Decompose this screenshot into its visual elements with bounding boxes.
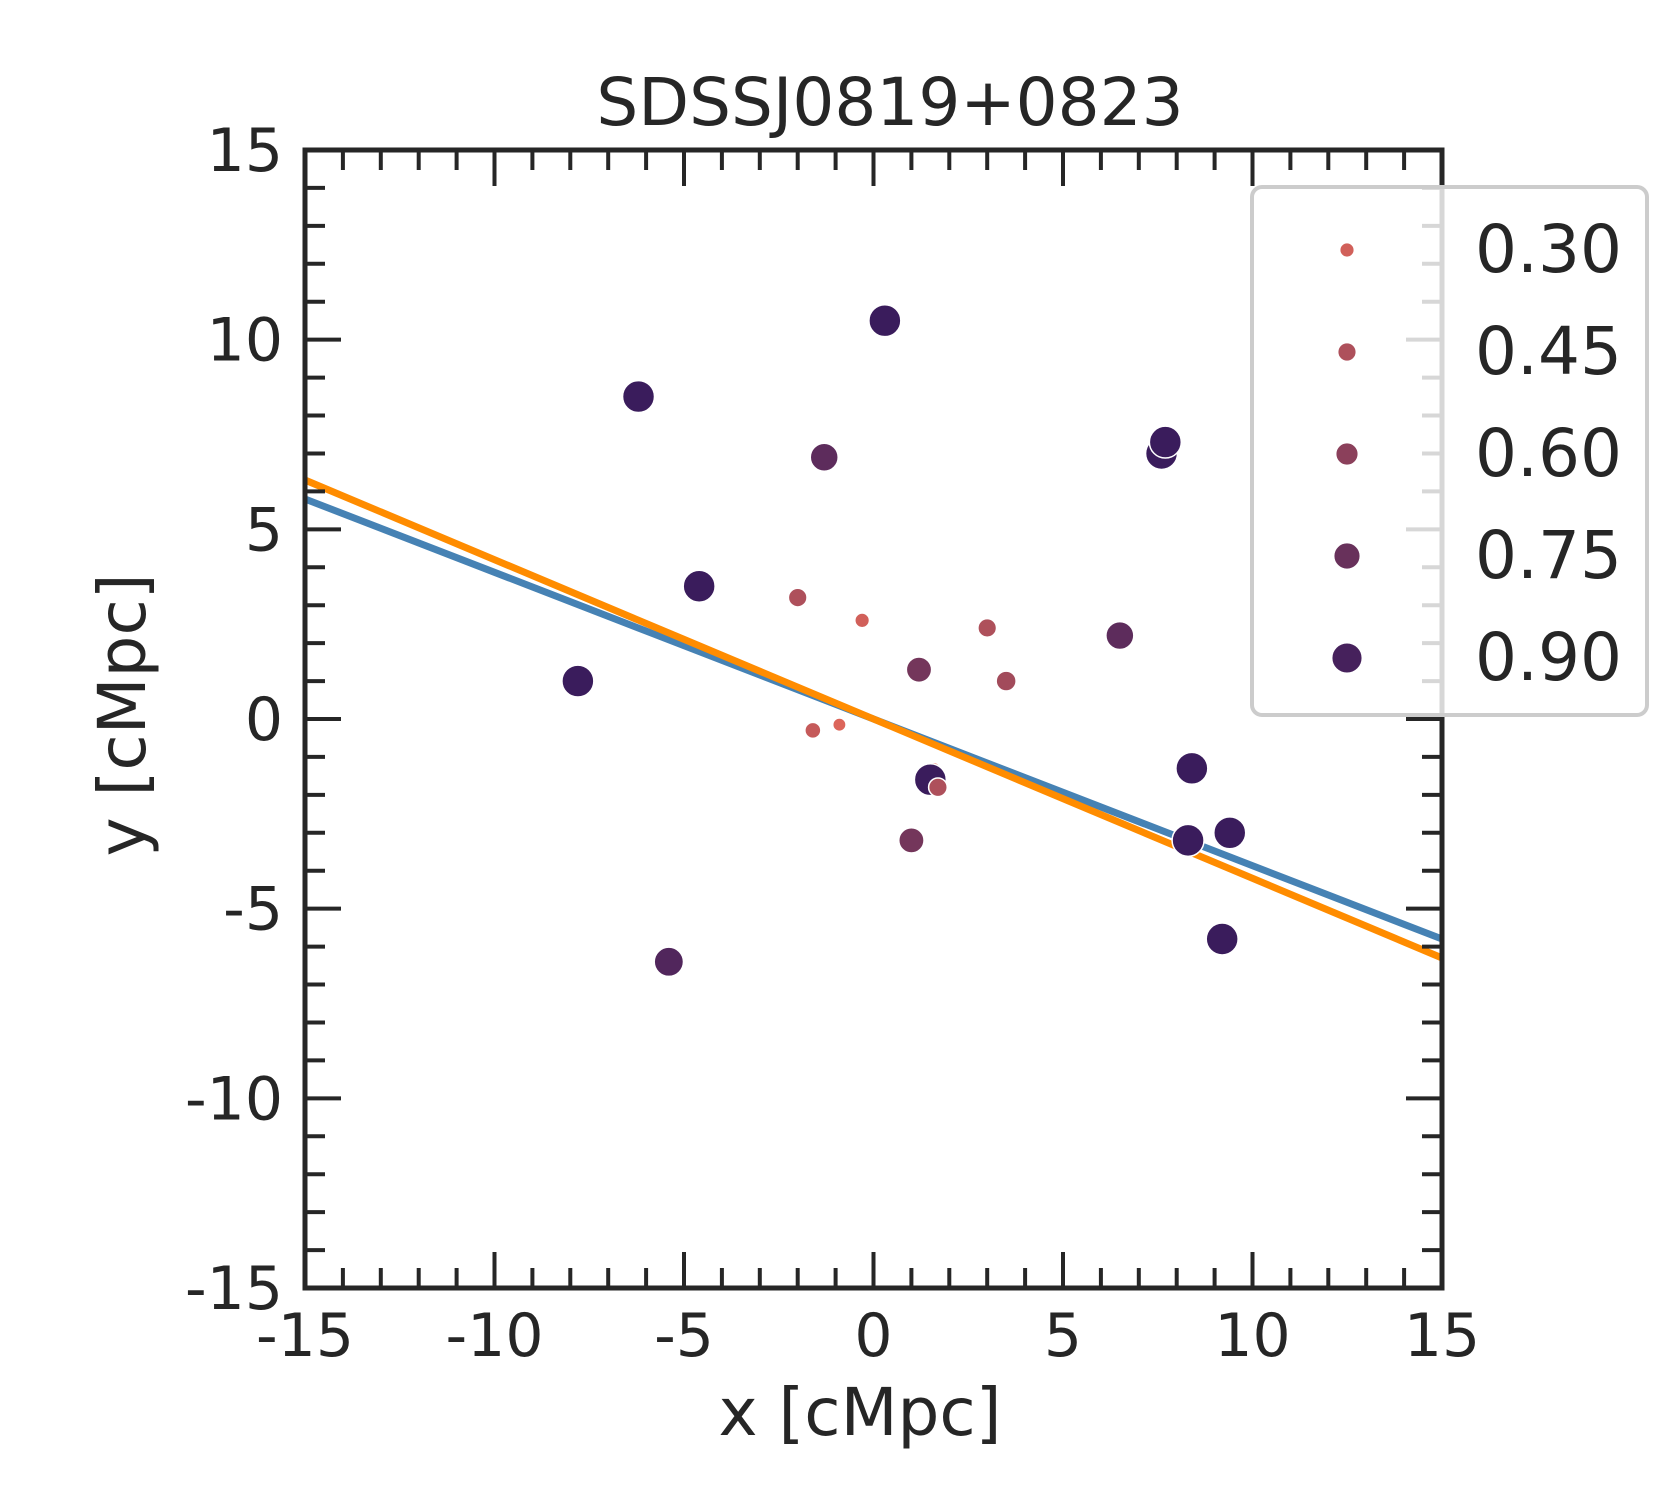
y-tick-label: 0 [245, 685, 283, 755]
y-tick-label: 5 [245, 495, 283, 565]
chart-title: SDSSJ0819+0823 [596, 64, 1183, 141]
data-point [927, 777, 949, 798]
data-point [854, 612, 871, 629]
legend-marker [1332, 541, 1362, 571]
data-point [831, 717, 847, 733]
data-point [804, 721, 822, 740]
data-point [561, 664, 595, 698]
y-tick-label: 15 [207, 116, 283, 186]
x-tick-label: -10 [446, 1301, 544, 1371]
data-point [682, 569, 716, 603]
x-tick-label: -5 [654, 1301, 714, 1371]
legend-marker [1330, 641, 1364, 675]
legend-label: 0.90 [1475, 619, 1622, 696]
data-point [653, 946, 685, 978]
y-tick-label: -5 [223, 875, 283, 945]
data-point [1105, 620, 1135, 651]
legend-marker [1334, 441, 1360, 467]
data-point [809, 442, 839, 472]
legend: 0.30 0.45 0.60 0.75 0.90 [1250, 185, 1649, 717]
data-point [868, 303, 902, 338]
x-tick-label: 0 [854, 1301, 892, 1371]
data-point [787, 587, 808, 608]
legend-marker [1336, 341, 1358, 363]
data-point [977, 617, 998, 639]
data-point [1205, 922, 1239, 956]
x-tick-label: 5 [1044, 1301, 1082, 1371]
y-tick-label: -10 [185, 1064, 283, 1134]
x-tick-label: -15 [256, 1301, 354, 1371]
x-axis-label: x [cMpc] [719, 1374, 1002, 1451]
data-point [1213, 816, 1247, 850]
legend-label: 0.45 [1475, 313, 1622, 390]
scatter-points [561, 303, 1247, 978]
y-tick-label: 10 [207, 306, 283, 376]
x-tick-label: 15 [1404, 1301, 1480, 1371]
data-point [621, 379, 656, 414]
data-point [995, 670, 1017, 692]
data-point [1175, 751, 1209, 786]
y-tick-label: -15 [185, 1254, 283, 1324]
legend-label: 0.30 [1475, 211, 1622, 288]
y-axis-label: y [cMpc] [84, 574, 161, 857]
legend-marker [1338, 241, 1356, 259]
data-point [898, 826, 925, 854]
fit-lines [305, 476, 1442, 962]
x-tick-label: 10 [1214, 1301, 1290, 1371]
fit-orange-line [305, 476, 1442, 962]
legend-label: 0.60 [1475, 415, 1622, 492]
legend-box [1250, 185, 1649, 717]
legend-label: 0.75 [1475, 517, 1622, 594]
data-point [1171, 823, 1205, 858]
data-point [1148, 425, 1183, 459]
data-point [905, 656, 933, 684]
